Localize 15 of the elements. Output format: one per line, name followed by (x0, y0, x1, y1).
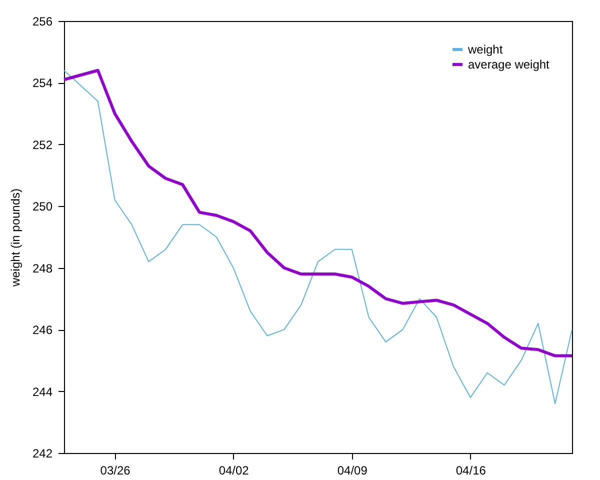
legend-label: average weight (468, 58, 550, 72)
x-tick-label: 03/26 (100, 464, 131, 478)
y-tick-label: 256 (32, 14, 53, 28)
x-tick-label: 04/16 (456, 464, 486, 478)
y-tick-label: 254 (32, 76, 53, 90)
legend-label: weight (467, 42, 504, 56)
y-tick-label: 248 (32, 261, 53, 276)
y-tick-label: 250 (32, 200, 53, 214)
y-tick-label: 244 (32, 384, 53, 399)
x-tick-label: 04/09 (337, 464, 368, 478)
y-tick-label: 252 (32, 138, 53, 152)
y-axis-title: weight (in pounds) (8, 188, 22, 288)
y-tick-label: 242 (32, 446, 53, 460)
y-tick-label: 246 (32, 323, 53, 338)
x-tick-label: 04/02 (218, 464, 250, 478)
